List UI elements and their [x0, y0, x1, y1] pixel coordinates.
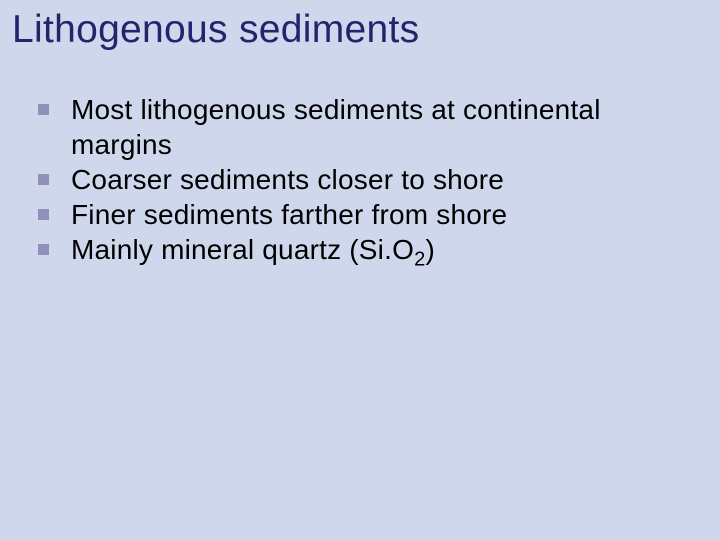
slide: Lithogenous sediments Most lithogenous s…: [0, 0, 720, 540]
bullet-text: Most lithogenous sediments at continenta…: [71, 92, 708, 162]
list-item: Coarser sediments closer to shore: [38, 162, 708, 197]
square-bullet-icon: [38, 104, 49, 115]
bullet-text: Coarser sediments closer to shore: [71, 162, 504, 197]
square-bullet-icon: [38, 209, 49, 220]
slide-title: Lithogenous sediments: [12, 8, 708, 52]
list-item: Most lithogenous sediments at continenta…: [38, 92, 708, 162]
square-bullet-icon: [38, 174, 49, 185]
bullet-text: Finer sediments farther from shore: [71, 197, 507, 232]
square-bullet-icon: [38, 244, 49, 255]
list-item: Mainly mineral quartz (Si.O2): [38, 232, 708, 267]
bullet-list: Most lithogenous sediments at continenta…: [12, 92, 708, 267]
list-item: Finer sediments farther from shore: [38, 197, 708, 232]
bullet-text: Mainly mineral quartz (Si.O2): [71, 232, 435, 267]
